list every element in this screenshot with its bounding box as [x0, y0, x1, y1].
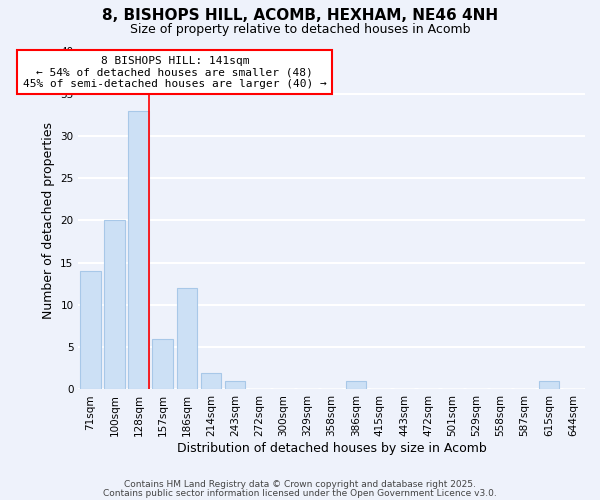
Bar — [80, 271, 101, 390]
Text: Contains HM Land Registry data © Crown copyright and database right 2025.: Contains HM Land Registry data © Crown c… — [124, 480, 476, 489]
Text: Contains public sector information licensed under the Open Government Licence v3: Contains public sector information licen… — [103, 488, 497, 498]
X-axis label: Distribution of detached houses by size in Acomb: Distribution of detached houses by size … — [177, 442, 487, 455]
Bar — [539, 381, 559, 390]
Bar — [201, 372, 221, 390]
Bar — [346, 381, 366, 390]
Bar — [225, 381, 245, 390]
Bar — [176, 288, 197, 390]
Y-axis label: Number of detached properties: Number of detached properties — [41, 122, 55, 319]
Text: Size of property relative to detached houses in Acomb: Size of property relative to detached ho… — [130, 22, 470, 36]
Bar — [104, 220, 125, 390]
Bar — [152, 339, 173, 390]
Bar — [128, 110, 149, 390]
Text: 8, BISHOPS HILL, ACOMB, HEXHAM, NE46 4NH: 8, BISHOPS HILL, ACOMB, HEXHAM, NE46 4NH — [102, 8, 498, 22]
Text: 8 BISHOPS HILL: 141sqm
← 54% of detached houses are smaller (48)
45% of semi-det: 8 BISHOPS HILL: 141sqm ← 54% of detached… — [23, 56, 326, 89]
